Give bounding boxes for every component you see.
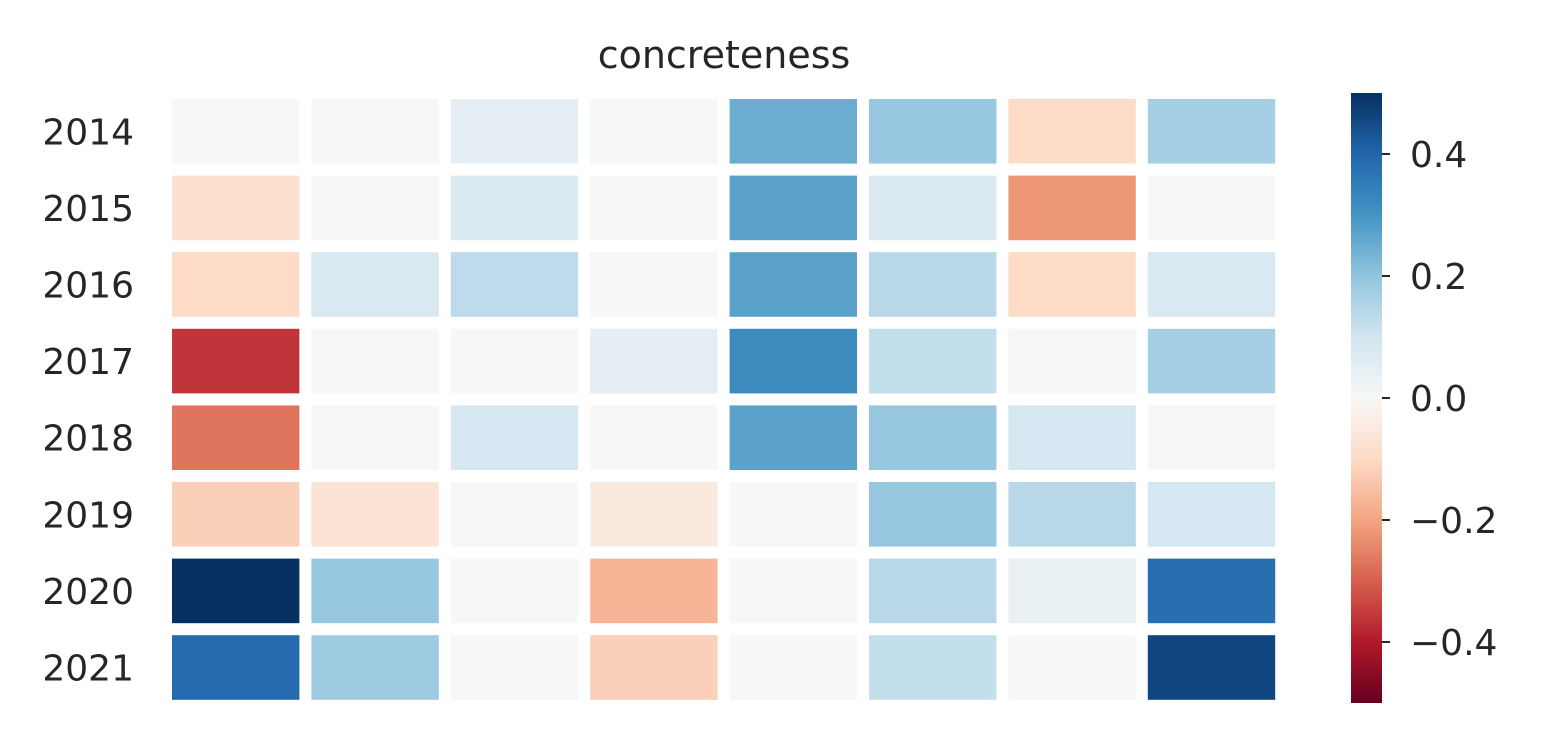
heatmap-cell — [729, 482, 857, 547]
heatmap-cell — [729, 405, 857, 470]
heatmap-cell — [869, 328, 997, 394]
heatmap-cell — [590, 558, 718, 624]
heatmap-cell — [450, 635, 579, 700]
heatmap-cell — [450, 328, 579, 394]
colorbar-tick-label: 0.4 — [1410, 135, 1467, 176]
heatmap-cell — [869, 99, 997, 164]
heatmap-cell — [1008, 175, 1136, 241]
heatmap-cell — [1147, 635, 1276, 700]
heatmap-cell — [1008, 558, 1136, 624]
heatmap-cell — [450, 405, 579, 470]
heatmap-cells — [172, 99, 1276, 700]
heatmap-cell — [1147, 99, 1276, 164]
heatmap-cell — [1147, 252, 1276, 317]
heatmap-cell — [1008, 328, 1136, 394]
heatmap-cell — [729, 99, 857, 164]
heatmap-cell — [729, 635, 857, 700]
heatmap-cell — [172, 252, 300, 317]
heatmap-cell — [869, 175, 997, 241]
heatmap-cell — [172, 405, 300, 470]
heatmap-cell — [311, 328, 439, 394]
heatmap-cell — [311, 405, 439, 470]
row-label: 2016 — [42, 266, 134, 307]
heatmap-cell — [729, 252, 857, 317]
heatmap-cell — [450, 252, 579, 317]
heatmap-cell — [590, 328, 718, 394]
heatmap-cell — [590, 635, 718, 700]
heatmap-cell — [311, 99, 439, 164]
row-label: 2017 — [42, 342, 134, 383]
heatmap-cell — [311, 175, 439, 241]
heatmap-cell — [869, 252, 997, 317]
heatmap-cell — [450, 482, 579, 547]
heatmap-cell — [590, 175, 718, 241]
row-label: 2015 — [42, 189, 134, 230]
colorbar: 0.4 0.2 0.0 −0.2 −0.4 — [1351, 93, 1497, 703]
heatmap-cell — [1147, 328, 1276, 394]
colorbar-tick-label: −0.2 — [1410, 501, 1497, 542]
colorbar-tick-label: −0.4 — [1410, 623, 1497, 664]
heatmap-cell — [172, 558, 300, 624]
heatmap-cell — [172, 99, 300, 164]
colorbar-tick-label: 0.0 — [1410, 379, 1467, 420]
heatmap-cell — [869, 558, 997, 624]
heatmap-cell — [1008, 252, 1136, 317]
heatmap-cell — [1147, 405, 1276, 470]
row-labels: 2014 2015 2016 2017 2018 2019 2020 2021 — [42, 112, 134, 689]
heatmap-cell — [450, 175, 579, 241]
heatmap-cell — [590, 99, 718, 164]
heatmap-cell — [590, 482, 718, 547]
heatmap-cell — [172, 635, 300, 700]
heatmap-cell — [172, 175, 300, 241]
heatmap-cell — [1008, 635, 1136, 700]
heatmap-cell — [450, 99, 579, 164]
heatmap-cell — [590, 252, 718, 317]
heatmap-cell — [729, 328, 857, 394]
heatmap-cell — [450, 558, 579, 624]
heatmap-cell — [729, 175, 857, 241]
heatmap-cell — [1008, 99, 1136, 164]
row-label: 2014 — [42, 112, 134, 153]
heatmap-cell — [172, 482, 300, 547]
colorbar-tick-label: 0.2 — [1410, 257, 1467, 298]
row-label: 2018 — [42, 419, 134, 460]
heatmap-cell — [311, 635, 439, 700]
heatmap-cell — [1008, 405, 1136, 470]
chart-title: concreteness — [598, 33, 851, 77]
heatmap-cell — [1147, 175, 1276, 241]
heatmap-cell — [311, 482, 439, 547]
colorbar-gradient — [1351, 93, 1382, 703]
heatmap-cell — [1147, 482, 1276, 547]
row-label: 2020 — [42, 572, 134, 613]
heatmap-cell — [172, 328, 300, 394]
heatmap-cell — [311, 558, 439, 624]
heatmap-cell — [590, 405, 718, 470]
heatmap-cell — [869, 405, 997, 470]
row-label: 2021 — [42, 649, 134, 690]
heatmap-cell — [869, 635, 997, 700]
heatmap-cell — [1147, 558, 1276, 624]
heatmap-cell — [311, 252, 439, 317]
row-label: 2019 — [42, 495, 134, 536]
heatmap-cell — [869, 482, 997, 547]
heatmap-cell — [1008, 482, 1136, 547]
heatmap-cell — [729, 558, 857, 624]
